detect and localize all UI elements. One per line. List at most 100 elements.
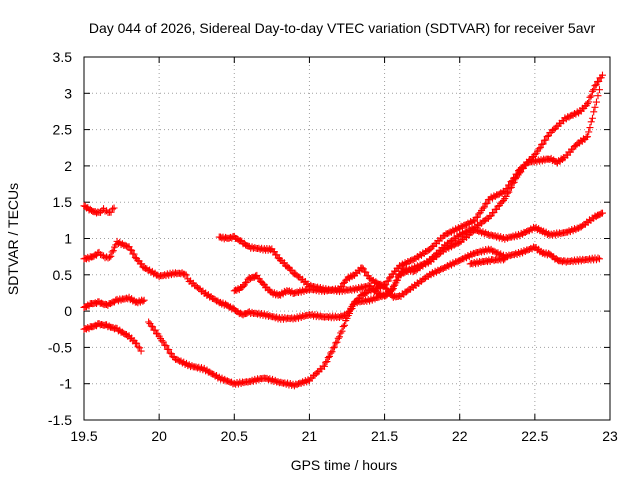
data-point [535, 145, 543, 153]
data-point [330, 343, 338, 351]
data-point [358, 264, 366, 272]
data-point [587, 118, 595, 126]
data-point [145, 318, 153, 326]
x-tick-label: 22.5 [521, 428, 548, 444]
data-point [110, 204, 118, 212]
series-arc-c [80, 293, 148, 311]
data-point [480, 203, 488, 211]
data-point [479, 204, 487, 212]
data-point [106, 253, 114, 261]
data-point [259, 280, 267, 288]
series-arc-h [466, 254, 509, 268]
data-point [334, 334, 342, 342]
y-tick-label: 3.5 [53, 49, 73, 65]
data-point [590, 108, 598, 116]
data-point [592, 98, 600, 106]
data-point [329, 344, 337, 352]
data-point [181, 270, 189, 278]
plot-frame [83, 56, 611, 421]
data-point [109, 205, 117, 213]
data-point [327, 349, 335, 357]
data-point [542, 136, 550, 144]
data-point [583, 133, 591, 141]
data-point [362, 268, 370, 276]
data-point [158, 337, 166, 345]
data-point [536, 144, 544, 152]
y-tick-label: -1 [60, 376, 73, 392]
data-point [338, 327, 346, 335]
data-point [587, 92, 595, 100]
y-tick-label: 0 [64, 303, 72, 319]
data-point [471, 217, 479, 225]
data-point [273, 251, 281, 259]
data-point [594, 254, 602, 262]
y-tick-label: 1.5 [53, 194, 73, 210]
data-point [322, 358, 330, 366]
data-point [595, 77, 603, 85]
data-point [539, 140, 547, 148]
data-point [323, 358, 331, 366]
series-arc-g [230, 243, 603, 301]
data-point [128, 246, 136, 254]
data-point [590, 86, 598, 94]
x-tick-label: 21.5 [371, 428, 398, 444]
data-point [138, 260, 146, 268]
x-tick-label: 20.5 [221, 428, 248, 444]
grid [84, 57, 610, 420]
y-tick-label: -0.5 [48, 339, 72, 355]
y-tick-label: 2.5 [53, 122, 73, 138]
x-tick-label: 20 [151, 428, 167, 444]
data-point [243, 278, 251, 286]
y-tick-labels: -1.5 -1 -0.5 0 0.5 1 1.5 2 2.5 3 3.5 [48, 49, 72, 428]
data-point [161, 341, 169, 349]
data-point [335, 286, 343, 294]
y-tick-label: 1 [64, 231, 72, 247]
data-point [130, 250, 138, 258]
data-point [125, 243, 133, 251]
data-point [137, 347, 145, 355]
data-point [506, 181, 514, 189]
data-point [151, 326, 159, 334]
data-point [335, 333, 343, 341]
data-point [502, 192, 510, 200]
data-point [503, 185, 511, 193]
y-tick-label: 0.5 [53, 267, 73, 283]
y-tick-label: 2 [64, 158, 72, 174]
data-point [583, 100, 591, 108]
series-arc-f [215, 209, 606, 300]
data-point [473, 213, 481, 221]
data-point [166, 349, 174, 357]
data-point [588, 114, 596, 122]
data-point [483, 199, 491, 207]
data-point [324, 354, 332, 362]
data-point [381, 281, 389, 289]
series-arc-a [80, 202, 118, 217]
data-point [134, 343, 142, 351]
data-point [320, 362, 328, 370]
data-series [80, 71, 606, 390]
data-point [389, 285, 397, 293]
data-point [167, 350, 175, 358]
y-tick-label: -1.5 [48, 412, 72, 428]
data-point [333, 338, 341, 346]
data-point [139, 297, 147, 305]
data-point [493, 205, 501, 213]
y-tick-label: 3 [64, 85, 72, 101]
data-point [598, 209, 606, 217]
x-tick-label: 19.5 [70, 428, 97, 444]
data-point [328, 348, 336, 356]
y-axis-label: SDTVAR / TECUs [5, 183, 21, 295]
data-point [591, 103, 599, 111]
data-point [499, 256, 507, 264]
data-point [140, 296, 148, 304]
data-point [133, 339, 141, 347]
data-point [513, 170, 521, 178]
x-tick-label: 23 [602, 428, 618, 444]
data-point [510, 174, 518, 182]
data-point [239, 282, 247, 290]
data-point [586, 124, 594, 132]
data-point [585, 128, 593, 136]
data-point [585, 98, 593, 106]
chart-title: Day 044 of 2026, Sidereal Day-to-day VTE… [89, 20, 596, 36]
